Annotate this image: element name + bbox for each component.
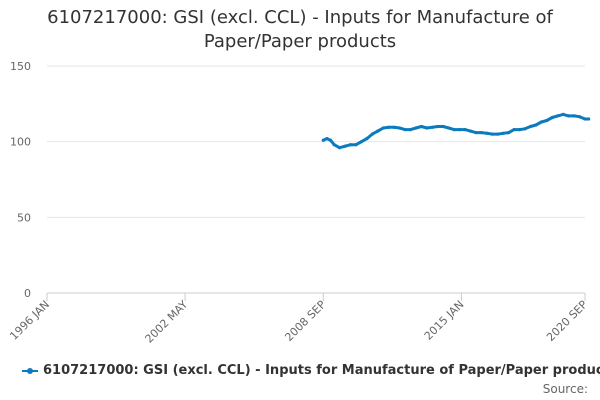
- data-point: [474, 131, 478, 135]
- data-point: [419, 124, 423, 129]
- data-point: [518, 128, 522, 132]
- data-point: [545, 118, 549, 123]
- data-point: [436, 124, 440, 129]
- data-point: [381, 126, 385, 130]
- data-point: [387, 125, 391, 129]
- data-point: [512, 128, 516, 132]
- data-point: [359, 140, 363, 144]
- data-point: [338, 146, 342, 150]
- legend-swatch: [22, 366, 38, 376]
- legend[interactable]: 6107217000: GSI (excl. CCL) - Inputs for…: [22, 363, 600, 378]
- data-point: [452, 128, 456, 132]
- data-point: [408, 128, 413, 132]
- series-group: [321, 112, 591, 150]
- data-point: [463, 128, 467, 132]
- legend-label: 6107217000: GSI (excl. CCL) - Inputs for…: [43, 363, 600, 378]
- data-point: [490, 132, 494, 136]
- data-point: [496, 132, 500, 136]
- x-tick-label: 2020 SEP: [544, 298, 590, 344]
- data-point: [370, 132, 374, 136]
- data-point: [414, 126, 418, 130]
- chart-title: 6107217000: GSI (excl. CCL) - Inputs for…: [0, 6, 600, 54]
- data-point: [587, 117, 591, 121]
- data-point: [468, 129, 473, 133]
- x-tick-label: 2008 SEP: [282, 298, 328, 344]
- data-point: [550, 115, 554, 120]
- data-point: [430, 125, 434, 129]
- y-tick-label: 100: [10, 136, 31, 149]
- data-point: [398, 126, 402, 130]
- data-point: [572, 114, 576, 118]
- data-point: [539, 120, 544, 124]
- series-line: [321, 112, 591, 150]
- x-tick-label: 2015 JAN: [422, 298, 467, 343]
- data-point: [348, 143, 353, 147]
- data-point: [458, 128, 462, 132]
- legend-marker-icon: [27, 367, 33, 374]
- source-label: Source:: [542, 382, 588, 396]
- data-point: [501, 131, 505, 135]
- grid-lines: [47, 65, 585, 294]
- data-point: [325, 137, 329, 141]
- chart-title-line-1: 6107217000: GSI (excl. CCL) - Inputs for…: [47, 7, 553, 28]
- data-point: [534, 123, 538, 127]
- data-point: [365, 137, 369, 141]
- y-axis-labels: 0 50 100 150: [10, 60, 31, 300]
- y-tick-label: 50: [17, 211, 31, 224]
- data-point: [561, 112, 565, 116]
- x-tick-label: 2002 MAY: [143, 298, 191, 346]
- data-point: [583, 117, 587, 121]
- data-point: [376, 129, 380, 133]
- data-point: [528, 124, 533, 129]
- x-axis: 1996 JAN 2002 MAY 2008 SEP 2015 JAN 2020 SEP: [7, 293, 590, 346]
- data-point: [556, 114, 560, 118]
- x-tick-label: 1996 JAN: [7, 298, 52, 343]
- data-point: [328, 138, 333, 142]
- data-point: [567, 114, 571, 118]
- data-point: [354, 143, 358, 147]
- data-point: [332, 143, 336, 147]
- data-point: [321, 138, 325, 142]
- y-tick-label: 0: [24, 287, 31, 300]
- chart-title-line-2: Paper/Paper products: [203, 31, 397, 52]
- data-point: [425, 126, 429, 130]
- data-point: [485, 131, 489, 135]
- data-point: [447, 126, 451, 130]
- data-point: [441, 124, 445, 129]
- data-point: [577, 115, 582, 119]
- data-point: [479, 131, 483, 135]
- data-point: [392, 125, 396, 129]
- data-point: [403, 128, 407, 132]
- data-point: [343, 144, 347, 148]
- y-tick-label: 150: [10, 60, 31, 73]
- data-point: [507, 131, 511, 135]
- data-point: [523, 127, 527, 131]
